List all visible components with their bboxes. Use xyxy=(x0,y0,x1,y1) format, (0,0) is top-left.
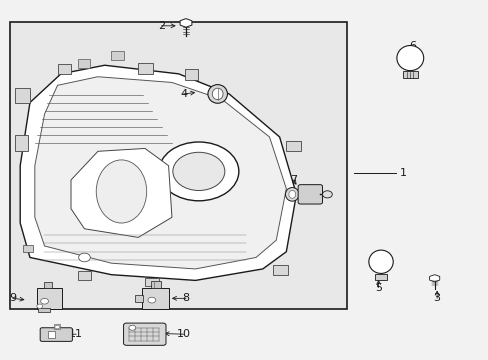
Ellipse shape xyxy=(396,45,423,71)
FancyBboxPatch shape xyxy=(78,271,91,280)
Text: 2: 2 xyxy=(158,21,165,31)
FancyBboxPatch shape xyxy=(142,288,168,309)
Text: 5: 5 xyxy=(374,283,381,293)
FancyBboxPatch shape xyxy=(15,135,27,151)
Text: 11: 11 xyxy=(69,329,83,339)
Bar xyxy=(151,281,160,288)
Ellipse shape xyxy=(368,250,392,273)
Text: 8: 8 xyxy=(182,293,189,303)
FancyBboxPatch shape xyxy=(37,288,61,309)
Text: 6: 6 xyxy=(408,41,415,50)
FancyBboxPatch shape xyxy=(286,140,300,151)
Bar xyxy=(135,295,142,302)
Bar xyxy=(78,59,90,68)
FancyBboxPatch shape xyxy=(40,328,72,341)
Bar xyxy=(22,244,33,252)
FancyBboxPatch shape xyxy=(123,323,165,345)
Ellipse shape xyxy=(96,160,146,223)
FancyBboxPatch shape xyxy=(145,278,158,286)
Circle shape xyxy=(37,304,42,309)
Polygon shape xyxy=(35,77,286,269)
Text: 1: 1 xyxy=(399,168,406,178)
Text: 10: 10 xyxy=(176,329,190,339)
FancyBboxPatch shape xyxy=(374,274,386,280)
FancyBboxPatch shape xyxy=(15,88,30,103)
Circle shape xyxy=(159,142,238,201)
Circle shape xyxy=(322,191,331,198)
FancyBboxPatch shape xyxy=(298,185,322,204)
Polygon shape xyxy=(71,148,172,237)
Bar xyxy=(111,50,123,59)
Circle shape xyxy=(55,325,60,329)
FancyBboxPatch shape xyxy=(138,63,153,74)
FancyBboxPatch shape xyxy=(272,265,287,275)
FancyBboxPatch shape xyxy=(185,69,197,80)
Bar xyxy=(47,331,55,338)
Bar xyxy=(54,324,60,329)
Text: 9: 9 xyxy=(9,293,17,303)
Polygon shape xyxy=(429,275,439,282)
Text: 7: 7 xyxy=(289,175,296,185)
Ellipse shape xyxy=(285,188,299,201)
Ellipse shape xyxy=(212,88,223,100)
Circle shape xyxy=(173,152,224,190)
Circle shape xyxy=(79,253,90,262)
Circle shape xyxy=(41,298,48,304)
Polygon shape xyxy=(180,19,191,27)
Circle shape xyxy=(148,297,156,303)
Ellipse shape xyxy=(207,85,227,103)
Text: 3: 3 xyxy=(433,293,440,303)
Text: 4: 4 xyxy=(180,89,187,99)
FancyBboxPatch shape xyxy=(402,71,417,78)
Circle shape xyxy=(129,325,136,330)
Bar xyxy=(38,309,50,312)
Bar xyxy=(43,282,52,288)
Bar xyxy=(10,22,346,309)
FancyBboxPatch shape xyxy=(58,64,71,74)
Ellipse shape xyxy=(288,190,295,198)
Polygon shape xyxy=(20,65,296,280)
